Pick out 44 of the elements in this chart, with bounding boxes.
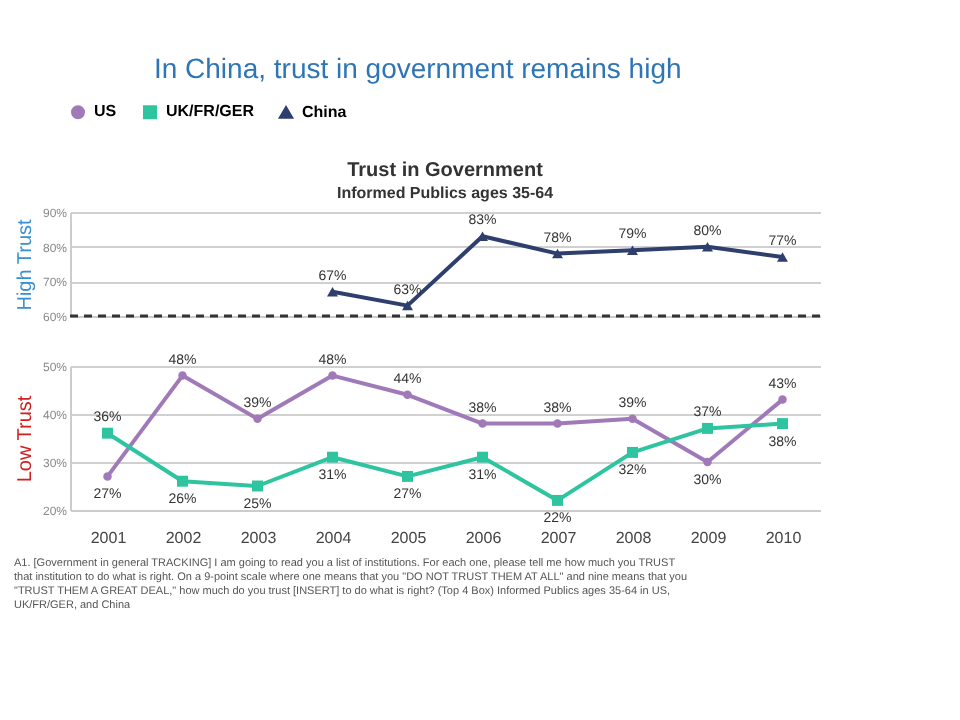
point <box>252 480 263 492</box>
point <box>627 446 638 458</box>
y-axis-title: High Trust <box>14 218 37 311</box>
point <box>777 252 788 262</box>
legend-label: UK/FR/GER <box>166 102 255 121</box>
point <box>553 419 562 428</box>
point <box>702 241 713 252</box>
point <box>177 475 188 487</box>
point <box>402 300 413 311</box>
point <box>703 457 712 467</box>
point <box>178 371 187 380</box>
x-tick-label: 2001 <box>90 529 128 547</box>
x-tick-label: 2008 <box>615 529 653 547</box>
text: Informed Publics ages 35-64 <box>336 184 555 202</box>
point <box>627 245 638 255</box>
point <box>628 414 637 424</box>
point <box>552 248 563 259</box>
point <box>402 470 413 482</box>
x-tick-label: 2005 <box>390 529 428 547</box>
x-tick-label: 2006 <box>465 529 503 547</box>
legend-label: China <box>302 102 348 121</box>
chart-subtitle: Trust in Government <box>347 160 545 182</box>
point <box>103 472 112 481</box>
point <box>477 451 488 463</box>
x-tick-label: 2002 <box>165 529 203 547</box>
x-tick-label: 2009 <box>690 529 728 547</box>
point <box>253 414 262 424</box>
chart-title: In China, trust in government remains high <box>153 52 682 84</box>
x-tick-label: 2007 <box>540 529 578 547</box>
x-tick-label: 2003 <box>240 529 278 547</box>
point <box>328 371 337 380</box>
point <box>327 286 338 297</box>
x-tick-label: 2004 <box>315 529 353 547</box>
legend-label: US <box>94 102 118 121</box>
point <box>478 419 487 428</box>
y-axis-title: Low Trust <box>14 395 37 483</box>
point <box>777 418 788 430</box>
point <box>102 427 113 439</box>
point <box>327 451 338 463</box>
point <box>778 395 787 404</box>
point <box>702 422 713 434</box>
x-tick-label: 2010 <box>765 529 803 547</box>
point <box>552 494 563 506</box>
point <box>403 390 412 400</box>
